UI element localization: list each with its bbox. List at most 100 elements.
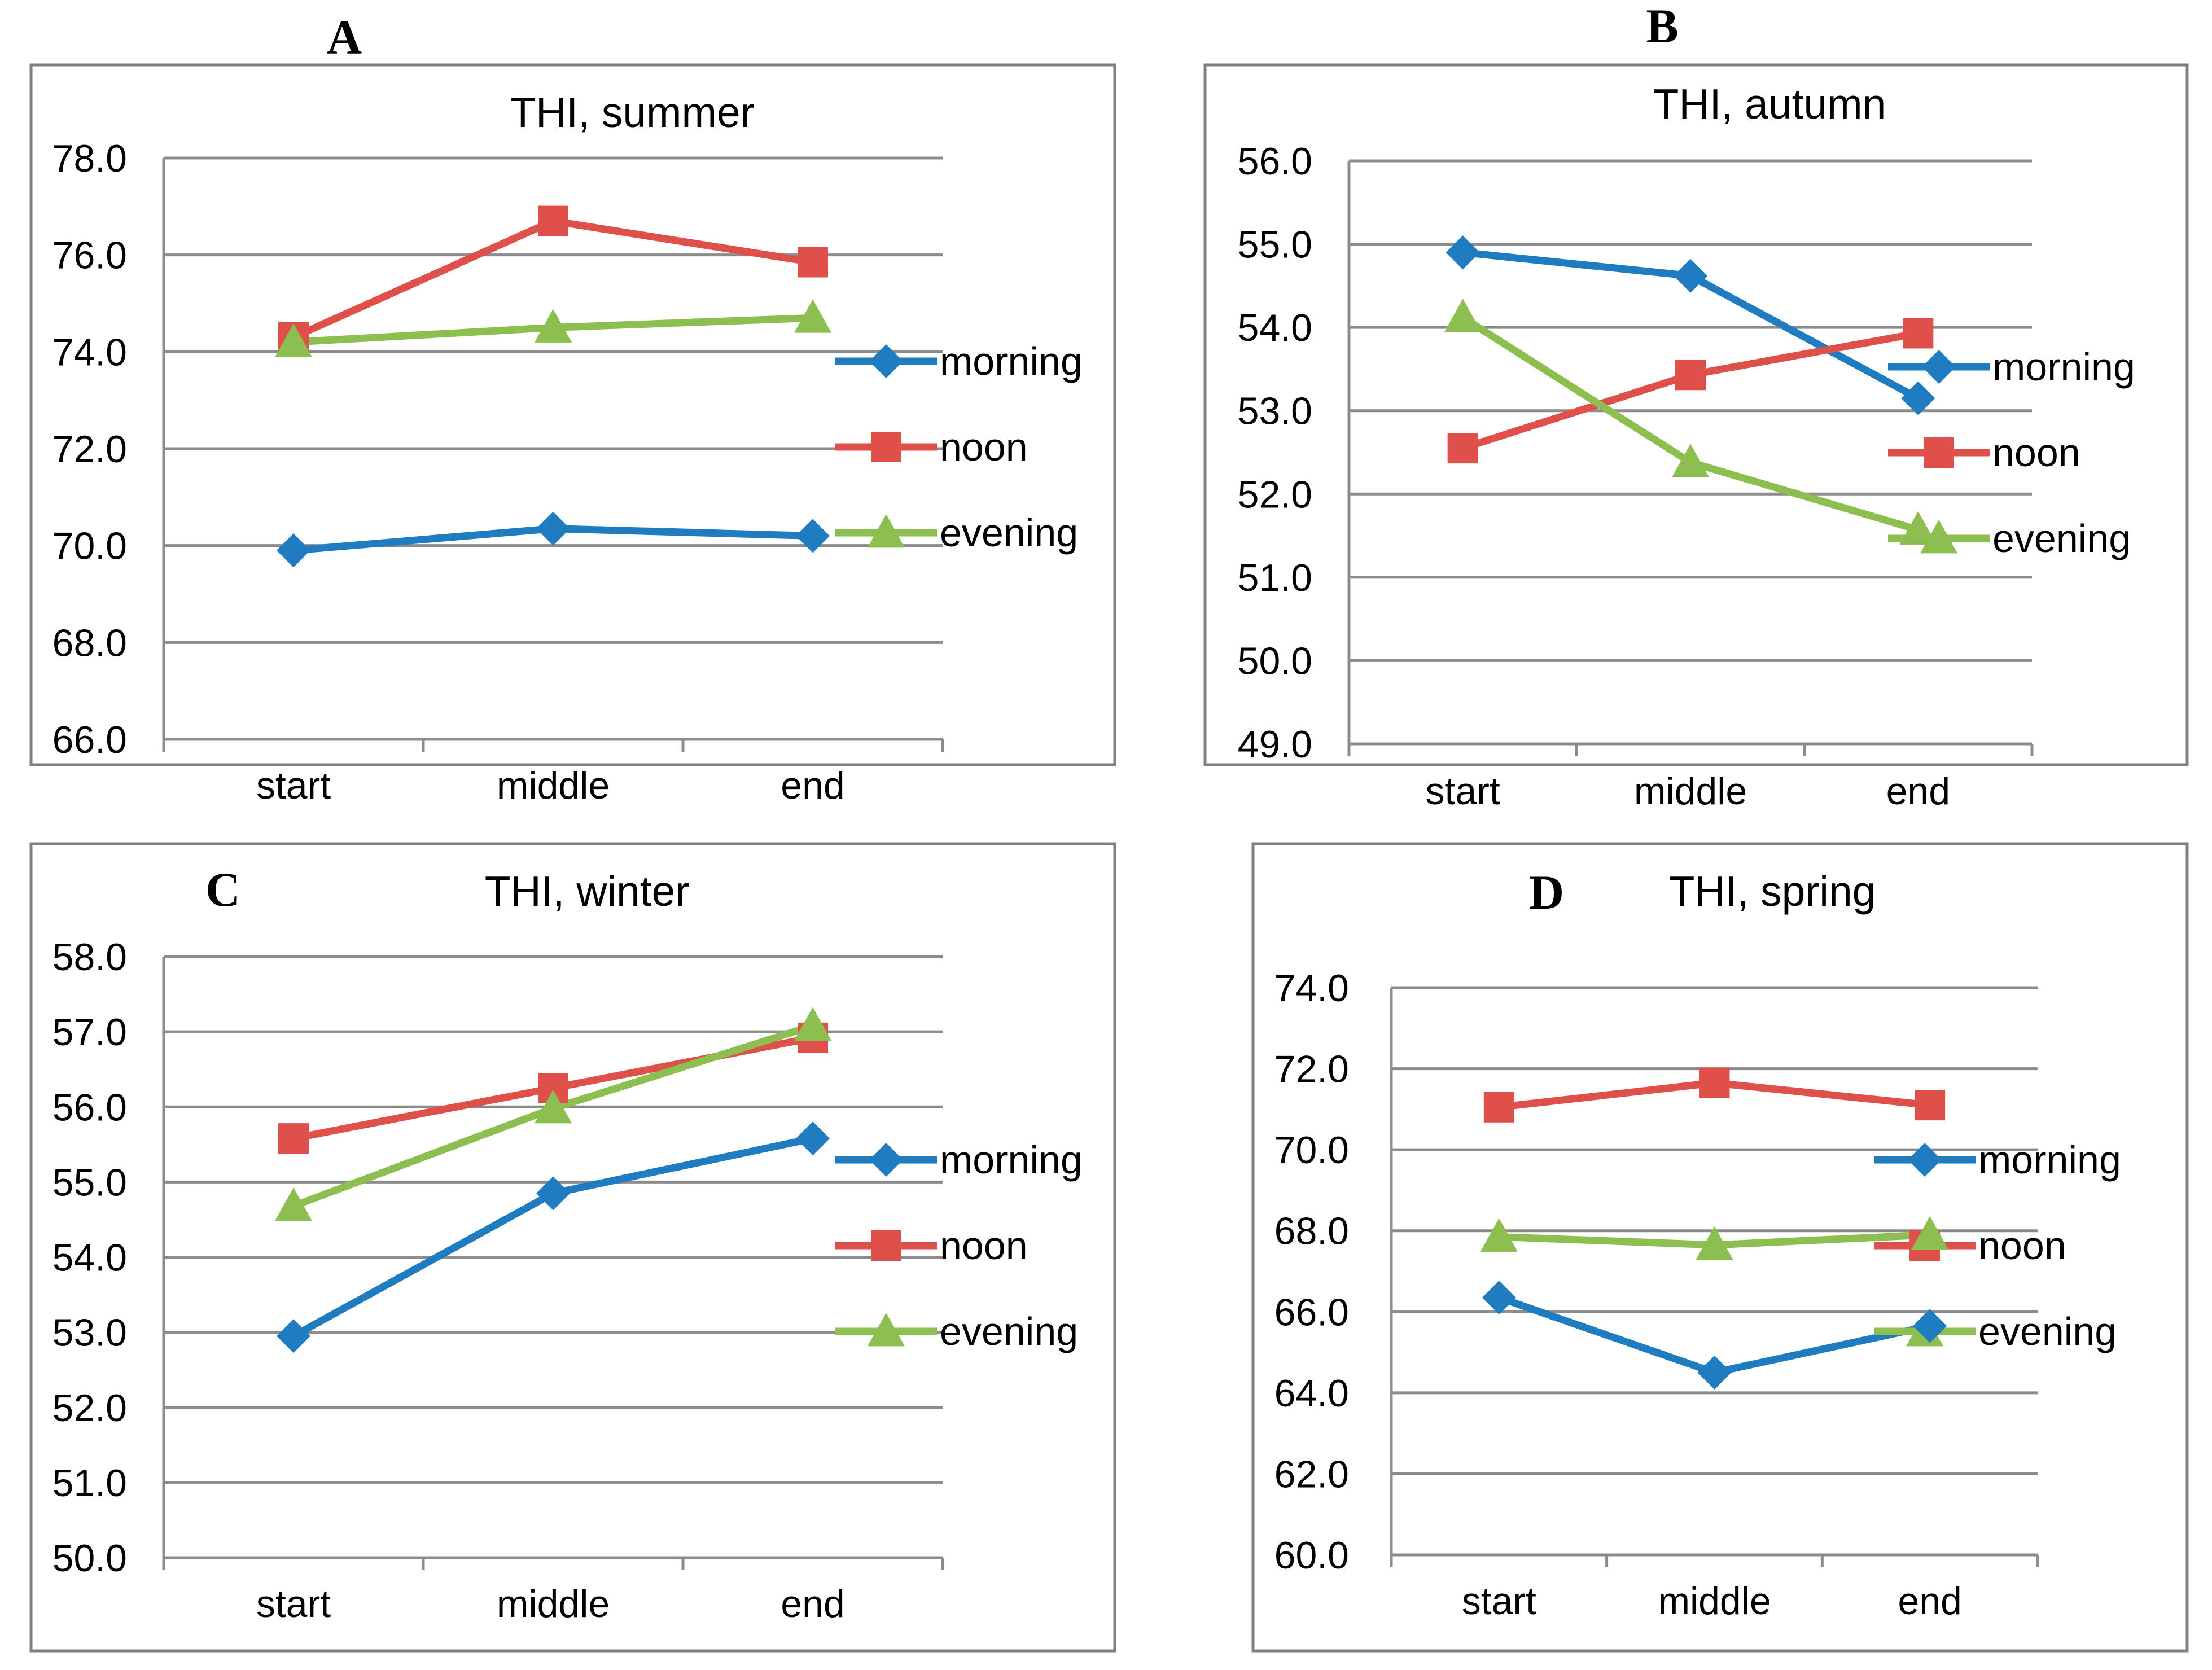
- chart-d-legend-evening-label: evening: [1978, 1309, 2117, 1353]
- chart-b-ytick-label: 51.0: [1238, 556, 1312, 599]
- chart-c-morning-point: [277, 1319, 310, 1353]
- chart-a-legend-evening-marker: [868, 514, 905, 548]
- chart-c-evening-point: [535, 1089, 572, 1124]
- chart-c-ytick-label: 52.0: [52, 1387, 127, 1430]
- chart-d-evening-point: [1911, 1216, 1949, 1250]
- chart-c-evening-point: [275, 1187, 312, 1221]
- chart-a-morning-point: [796, 519, 830, 553]
- chart-b-evening-point: [1444, 299, 1482, 332]
- chart-d-x-label-middle: middle: [1658, 1580, 1771, 1623]
- chart-a-noon-point: [538, 205, 568, 236]
- chart-d-x-label-end: end: [1898, 1580, 1961, 1623]
- chart-d-ytick-label: 72.0: [1274, 1048, 1349, 1091]
- chart-b-morning-point: [1901, 381, 1935, 415]
- chart-d-panel-letter: D: [1529, 865, 1564, 919]
- chart-a-evening-point: [535, 309, 572, 343]
- chart-c-legend-noon-marker: [871, 1230, 901, 1261]
- chart-b-ytick-label: 55.0: [1238, 223, 1312, 266]
- chart-a-ytick-label: 70.0: [52, 525, 127, 568]
- chart-b-x-label-end: end: [1886, 770, 1950, 813]
- chart-a-evening-point: [794, 299, 831, 333]
- chart-a-legend-evening-label: evening: [940, 511, 1078, 555]
- chart-b-noon-point: [1903, 318, 1934, 349]
- chart-d-ytick-label: 74.0: [1274, 967, 1349, 1010]
- chart-b-legend-evening-marker: [1920, 520, 1957, 554]
- chart-c-legend-morning-label: morning: [940, 1138, 1083, 1182]
- chart-b-ytick-label: 50.0: [1238, 639, 1312, 682]
- chart-c-ytick-label: 53.0: [52, 1312, 127, 1355]
- chart-c-ytick-label: 51.0: [52, 1462, 127, 1505]
- chart-d: 60.0 62.0 64.0 66.0 68.0 70.0 72.0 74.0 start mid…: [1251, 842, 2189, 1653]
- chart-c-morning-point: [796, 1121, 830, 1156]
- chart-c-ytick-label: 55.0: [52, 1161, 127, 1204]
- chart-d-ytick-label: 70.0: [1274, 1129, 1349, 1172]
- chart-a-noon-point: [798, 247, 828, 278]
- chart-a-panel-letter: A: [327, 10, 362, 64]
- chart-d-legend-morning-label: morning: [1978, 1138, 2121, 1182]
- chart-c-evening-point: [794, 1007, 831, 1041]
- chart-b-evening-point: [1899, 511, 1937, 545]
- chart-b-ytick-label: 56.0: [1238, 140, 1312, 183]
- chart-c-legend-evening-label: evening: [940, 1309, 1078, 1353]
- chart-a-x-label-end: end: [781, 764, 844, 807]
- chart-b-legend-morning-marker: [1922, 350, 1956, 384]
- chart-c-title: THI, winter: [485, 867, 690, 915]
- chart-c-ytick-label: 57.0: [52, 1011, 127, 1054]
- chart-c-legend-morning-marker: [869, 1143, 903, 1177]
- chart-a-morning-point: [277, 533, 310, 568]
- chart-c-ytick-label: 54.0: [52, 1237, 127, 1279]
- chart-b-ytick-label: 49.0: [1238, 723, 1312, 766]
- chart-c-morning-line: [291, 1134, 814, 1339]
- chart-c-morning-point: [536, 1176, 570, 1211]
- chart-a-ytick-label: 68.0: [52, 621, 127, 664]
- chart-c-ytick-label: 58.0: [52, 936, 127, 979]
- chart-b-noon-line: [1461, 330, 1919, 452]
- chart-b-noon-point: [1447, 433, 1478, 464]
- chart-b-noon-point: [1675, 360, 1706, 391]
- chart-a-legend-noon-label: noon: [940, 425, 1028, 469]
- chart-a-ytick-label: 76.0: [52, 234, 127, 277]
- chart-c: 50.0 51.0 52.0 53.0 54.0 55.0 56.0 57.0 58.0 star…: [29, 842, 1116, 1653]
- chart-b-legend-noon-marker: [1924, 437, 1954, 468]
- chart-a-ytick-label: 72.0: [52, 428, 127, 471]
- chart-d-title: THI, spring: [1669, 867, 1876, 915]
- chart-b-title: THI, autumn: [1653, 80, 1886, 128]
- chart-d-ytick-label: 68.0: [1274, 1210, 1349, 1253]
- chart-d-noon-point: [1699, 1067, 1730, 1098]
- chart-a-evening-point: [275, 323, 312, 357]
- chart-b-ytick-label: 53.0: [1238, 390, 1312, 433]
- chart-b-morning-point: [1674, 258, 1707, 293]
- chart-d-frame: [1251, 842, 2189, 1653]
- chart-d-x-label-start: start: [1462, 1580, 1536, 1623]
- chart-b-ytick-label: 54.0: [1238, 306, 1312, 349]
- chart-d-noon-point: [1483, 1092, 1514, 1123]
- chart-a-ytick-label: 74.0: [52, 331, 127, 374]
- chart-c-frame: [29, 842, 1116, 1653]
- chart-c-x-label-end: end: [781, 1583, 844, 1625]
- chart-c-ytick-label: 50.0: [52, 1537, 127, 1580]
- chart-b-legend-evening-label: evening: [1992, 516, 2131, 560]
- chart-c-panel-letter: C: [205, 862, 240, 917]
- chart-d-ytick-label: 64.0: [1274, 1372, 1349, 1415]
- chart-a-morning-point: [536, 511, 570, 546]
- chart-d-morning-point: [1697, 1355, 1732, 1390]
- chart-b-evening-point: [1672, 444, 1709, 477]
- chart-b-legend-morning-label: morning: [1992, 345, 2135, 389]
- chart-b-morning-point: [1446, 235, 1480, 270]
- chart-d-legend-morning-marker: [1908, 1143, 1942, 1177]
- chart-a-legend-morning-label: morning: [940, 339, 1083, 383]
- chart-a-x-label-middle: middle: [497, 764, 610, 807]
- chart-a-legend-noon-marker: [871, 432, 901, 462]
- chart-c-x-label-start: start: [256, 1583, 331, 1625]
- chart-d-ytick-label: 66.0: [1274, 1291, 1349, 1334]
- chart-d-morning-point: [1482, 1281, 1516, 1315]
- chart-c-noon-point: [278, 1123, 309, 1154]
- chart-a-ytick-label: 66.0: [52, 718, 127, 761]
- chart-d-ytick-label: 62.0: [1274, 1453, 1349, 1496]
- chart-a: 66.0 68.0 70.0 72.0 74.0 76.0 78.0 start middle e…: [29, 10, 1116, 807]
- chart-d-noon-point: [1915, 1090, 1946, 1121]
- chart-b-x-label-start: start: [1426, 770, 1500, 813]
- chart-b: 49.0 50.0 51.0 52.0 53.0 54.0 55.0 56.0 start mid…: [1203, 0, 2189, 813]
- chart-b-legend-noon-label: noon: [1992, 431, 2080, 475]
